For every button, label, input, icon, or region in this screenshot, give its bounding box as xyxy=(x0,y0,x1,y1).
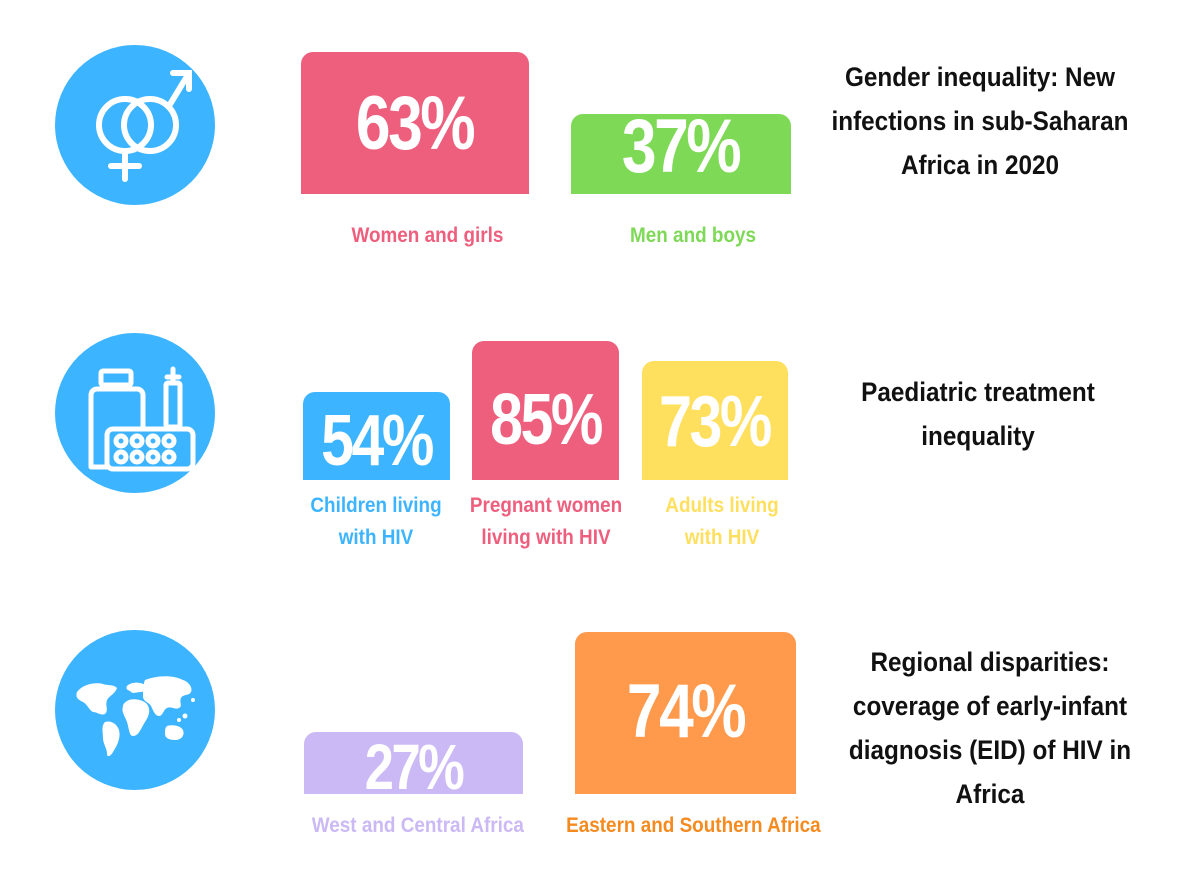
category-label: Adults living with HIV xyxy=(665,494,779,549)
bar: 85% xyxy=(472,341,619,480)
bar: 73% xyxy=(642,361,788,480)
bar: 74% xyxy=(575,632,796,794)
category-label: Children living with HIV xyxy=(310,494,442,549)
category-label: Women and girls xyxy=(351,224,503,247)
category-label: West and Central Africa xyxy=(311,814,525,837)
bar: 37% xyxy=(571,104,791,194)
chart-title: Paediatric treatment inequality xyxy=(861,377,1095,451)
bar: 27% xyxy=(304,731,523,803)
chart-title: Regional disparities: coverage of early-… xyxy=(848,647,1132,809)
bar: 63% xyxy=(301,52,529,194)
bar: 54% xyxy=(303,392,450,481)
chart-title: Gender inequality: New infections in sub… xyxy=(831,62,1129,180)
world-map-icon xyxy=(55,630,215,790)
category-label: Eastern and Southern Africa xyxy=(565,814,821,837)
gender-symbols-icon xyxy=(55,45,215,205)
category-label: Men and boys xyxy=(630,224,757,247)
category-label: Pregnant women living with HIV xyxy=(469,494,623,549)
medicine-icon xyxy=(55,333,215,493)
